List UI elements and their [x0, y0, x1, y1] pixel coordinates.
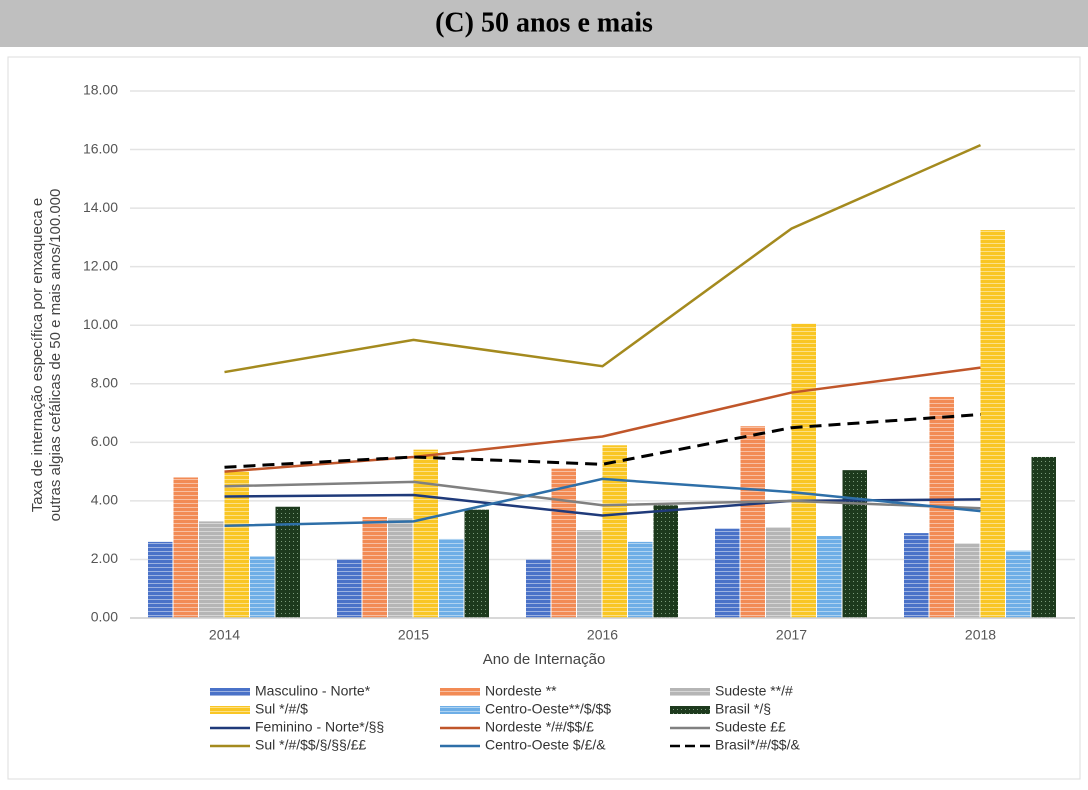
line — [224, 144, 982, 374]
bar — [388, 518, 413, 618]
bar — [842, 470, 867, 618]
bar — [148, 541, 173, 618]
legend-label: Masculino - Norte* — [255, 683, 371, 699]
y-tick-label: 10.00 — [83, 316, 118, 332]
legend-label: Centro-Oeste $/£/& — [485, 737, 606, 753]
bar — [526, 559, 551, 618]
bar — [224, 471, 249, 618]
legend-label: Brasil*/#/$$/& — [715, 737, 800, 753]
bar — [766, 527, 791, 618]
line — [224, 493, 981, 517]
y-tick-label: 4.00 — [91, 492, 118, 508]
y-tick-label: 12.00 — [83, 257, 118, 273]
legend-swatch — [670, 688, 710, 696]
chart-title: (C) 50 anos e mais — [435, 7, 653, 38]
legend-label: Sudeste **/# — [715, 683, 793, 699]
legend-label: Centro-Oeste**/$/$$ — [485, 701, 611, 717]
bar — [362, 516, 387, 618]
y-tick-label: 16.00 — [83, 140, 118, 156]
bar — [1006, 550, 1031, 618]
legend-swatch — [210, 688, 250, 696]
bar — [173, 477, 198, 618]
legend-swatch — [440, 706, 480, 714]
y-axis-label: outras algias cefálicas de 50 e mais ano… — [47, 189, 64, 522]
title-bar — [0, 0, 1088, 47]
x-tick-label: 2017 — [776, 627, 807, 643]
bar — [602, 445, 627, 618]
legend-label: Sul */#/$$/§/§§/££ — [255, 737, 367, 753]
bar — [653, 505, 678, 618]
bar — [413, 449, 438, 618]
line — [224, 477, 981, 528]
bar — [337, 559, 362, 618]
legend-label: Sul */#/$ — [255, 701, 308, 717]
x-tick-label: 2014 — [209, 627, 240, 643]
x-tick-label: 2018 — [965, 627, 996, 643]
legend-label: Brasil */§ — [715, 701, 771, 717]
bar — [980, 230, 1005, 618]
y-tick-label: 8.00 — [91, 374, 118, 390]
chart-frame — [7, 56, 1081, 780]
bar — [904, 533, 929, 618]
bar — [1031, 456, 1056, 618]
bar — [551, 468, 576, 618]
legend-label: Nordeste */#/$$/£ — [485, 719, 594, 735]
bar — [715, 528, 740, 618]
bar — [955, 543, 980, 618]
legend-label: Nordeste ** — [485, 683, 557, 699]
legend-swatch — [670, 706, 710, 714]
line — [224, 480, 981, 510]
bar — [464, 509, 489, 618]
x-tick-label: 2015 — [398, 627, 429, 643]
bar — [740, 426, 765, 618]
y-tick-label: 18.00 — [83, 82, 118, 98]
y-tick-label: 2.00 — [91, 550, 118, 566]
bar — [577, 530, 602, 618]
y-tick-label: 0.00 — [91, 609, 118, 625]
bar — [199, 521, 224, 618]
line — [224, 366, 981, 473]
y-tick-label: 14.00 — [83, 199, 118, 215]
legend-swatch — [210, 706, 250, 714]
legend-label: Sudeste ££ — [715, 719, 786, 735]
bar — [791, 323, 816, 618]
bar — [817, 536, 842, 618]
y-axis-label: Taxa de internação específica por enxaqu… — [29, 198, 46, 512]
bar — [439, 538, 464, 618]
bar — [628, 541, 653, 618]
x-axis-label: Ano de Internação — [483, 651, 606, 668]
bar — [250, 556, 275, 618]
y-tick-label: 6.00 — [91, 433, 118, 449]
legend-swatch — [440, 688, 480, 696]
legend-label: Feminino - Norte*/§§ — [255, 719, 384, 735]
line — [224, 413, 981, 469]
x-tick-label: 2016 — [587, 627, 618, 643]
